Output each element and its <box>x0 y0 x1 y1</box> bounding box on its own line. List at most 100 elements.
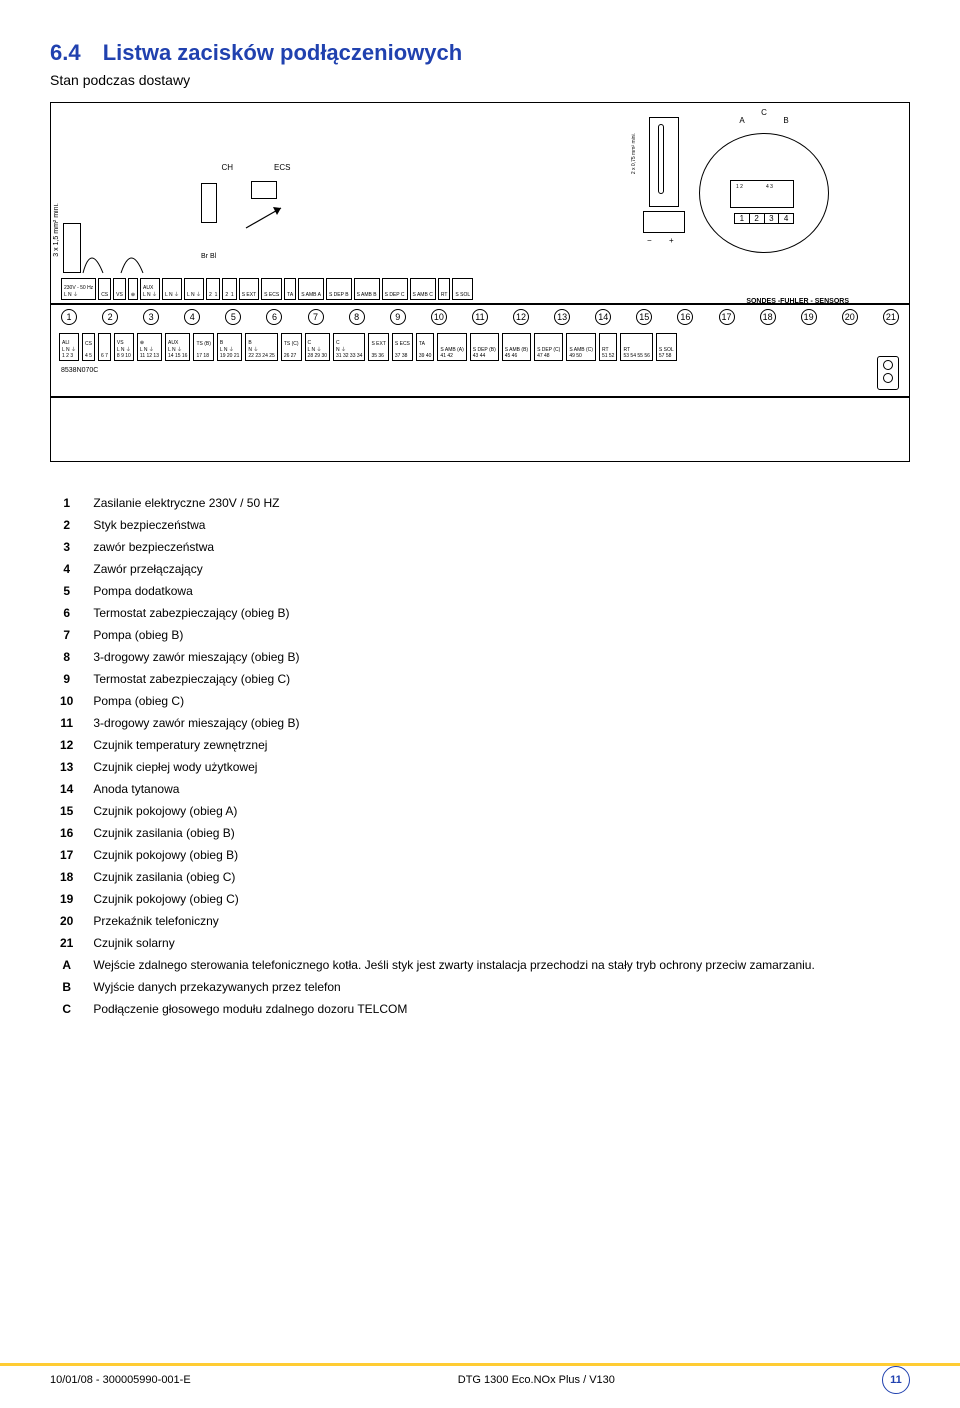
legend-row: 21Czujnik solarny <box>50 932 825 954</box>
legend-num: 20 <box>50 910 83 932</box>
legend-text: Wyjście danych przekazywanych przez tele… <box>83 976 824 998</box>
circle-3: 3 <box>143 309 159 325</box>
legend-num: 4 <box>50 558 83 580</box>
legend-num: 15 <box>50 800 83 822</box>
legend-num: 12 <box>50 734 83 756</box>
legend-num: 21 <box>50 932 83 954</box>
legend-row: 15Czujnik pokojowy (obieg A) <box>50 800 825 822</box>
lower-term-12: S EXT 35 36 <box>368 333 388 361</box>
section-number: 6.4 <box>50 40 81 65</box>
legend-num: 8 <box>50 646 83 668</box>
circle-18: 18 <box>760 309 776 325</box>
legend-row: 19Czujnik pokojowy (obieg C) <box>50 888 825 910</box>
probe-plus: + <box>669 236 674 245</box>
top-term-18: S SOL <box>452 278 473 300</box>
label-a: A <box>739 116 744 125</box>
lower-term-3: VS L N ⏚ 8 9 10 <box>114 333 134 361</box>
lower-term-5: AUX L N ⏚ 14 15 16 <box>165 333 190 361</box>
legend-num: 17 <box>50 844 83 866</box>
top-term-17: RT <box>438 278 451 300</box>
legend-num: C <box>50 998 83 1020</box>
legend-row: 6Termostat zabezpieczający (obieg B) <box>50 602 825 624</box>
lower-term-18: S DEP (C) 47 48 <box>534 333 563 361</box>
lower-term-20: RT 51 52 <box>599 333 618 361</box>
top-terminal-row: 230V - 50 Hz L N ⏚CSVS⊕AUX L N ⏚L N ⏚L N… <box>61 278 899 300</box>
lower-term-10: C L N ⏚ 28 29 30 <box>305 333 330 361</box>
top-term-1: CS <box>98 278 111 300</box>
num3: 3 <box>765 214 780 223</box>
circle-6: 6 <box>266 309 282 325</box>
legend-text: 3-drogowy zawór mieszający (obieg B) <box>83 646 824 668</box>
lower-term-7: B L N ⏚ 19 20 21 <box>217 333 242 361</box>
legend-num: 7 <box>50 624 83 646</box>
circle-12: 12 <box>513 309 529 325</box>
legend-row: 83-drogowy zawór mieszający (obieg B) <box>50 646 825 668</box>
num4: 4 <box>779 214 793 223</box>
top-term-0: 230V - 50 Hz L N ⏚ <box>61 278 96 300</box>
circle-8: 8 <box>349 309 365 325</box>
conn-dot2 <box>883 373 893 383</box>
legend-row: AWejście zdalnego sterowania telefoniczn… <box>50 954 825 976</box>
ch-label: CH <box>221 163 233 172</box>
mid-band: 123456789101112131415161718192021 ALI L … <box>51 303 909 398</box>
ch-symbol <box>201 183 217 223</box>
page-number: 11 <box>882 1366 910 1394</box>
footer-center: DTG 1300 Eco.NOx Plus / V130 <box>458 1374 615 1386</box>
circle-17: 17 <box>719 309 735 325</box>
top-term-3: ⊕ <box>128 278 138 300</box>
legend-text: Czujnik pokojowy (obieg B) <box>83 844 824 866</box>
lower-term-9: TS (C) 26 27 <box>281 333 302 361</box>
circle-7: 7 <box>308 309 324 325</box>
thermostat: C A B 1 2 4 3 1 2 3 4 <box>699 133 829 253</box>
legend-num: 11 <box>50 712 83 734</box>
top-term-15: S DEP C <box>382 278 408 300</box>
legend-num: 18 <box>50 866 83 888</box>
top-term-14: S AMB B <box>354 278 380 300</box>
legend-num: 14 <box>50 778 83 800</box>
num2: 2 <box>750 214 765 223</box>
legend-row: 13Czujnik ciepłej wody użytkowej <box>50 756 825 778</box>
arc1 <box>81 241 151 275</box>
legend-row: 5Pompa dodatkowa <box>50 580 825 602</box>
diagram-code: 8538N070C <box>61 367 98 374</box>
lower-term-13: S ECS 37 38 <box>392 333 413 361</box>
top-term-16: S AMB C <box>410 278 436 300</box>
top-term-7: 2 1 <box>206 278 220 300</box>
legend-row: 1Zasilanie elektryczne 230V / 50 HZ <box>50 492 825 514</box>
legend-text: Termostat zabezpieczający (obieg B) <box>83 602 824 624</box>
legend-row: 7Pompa (obieg B) <box>50 624 825 646</box>
circle-10: 10 <box>431 309 447 325</box>
legend-num: 6 <box>50 602 83 624</box>
legend-num: A <box>50 954 83 976</box>
legend-text: Wejście zdalnego sterowania telefoniczne… <box>83 954 824 976</box>
connector-icon <box>877 356 899 390</box>
circle-2: 2 <box>102 309 118 325</box>
legend-row: 4Zawór przełączający <box>50 558 825 580</box>
tiny-2: 4 3 <box>766 184 773 190</box>
legend-text: Czujnik pokojowy (obieg C) <box>83 888 824 910</box>
legend-text: Styk bezpieczeństwa <box>83 514 824 536</box>
legend-num: 3 <box>50 536 83 558</box>
circle-4: 4 <box>184 309 200 325</box>
legend-num: 10 <box>50 690 83 712</box>
circle-19: 19 <box>801 309 817 325</box>
legend-text: Pompa (obieg B) <box>83 624 824 646</box>
ab-labels: A B <box>720 116 808 125</box>
legend-text: 3-drogowy zawór mieszający (obieg B) <box>83 712 824 734</box>
lower-term-8: B N ⏚ 22 23 24 25 <box>245 333 277 361</box>
lower-terminal-row: ALI L N ⏚ 1 2 3CS 4 56 7VS L N ⏚ 8 9 10⊕… <box>59 333 901 361</box>
lower-term-15: S AMB (A) 41 42 <box>437 333 466 361</box>
legend-row: 10Pompa (obieg C) <box>50 690 825 712</box>
label-b: B <box>783 116 788 125</box>
probe-body <box>649 117 679 207</box>
legend-text: Czujnik ciepłej wody użytkowej <box>83 756 824 778</box>
legend-num: B <box>50 976 83 998</box>
legend-text: Czujnik zasilania (obieg C) <box>83 866 824 888</box>
tiny-1: 1 2 <box>736 184 743 190</box>
legend-row: 2Styk bezpieczeństwa <box>50 514 825 536</box>
legend-text: Anoda tytanowa <box>83 778 824 800</box>
legend-num: 5 <box>50 580 83 602</box>
power-block <box>63 223 81 273</box>
num1: 1 <box>735 214 750 223</box>
top-term-10: S ECS <box>261 278 282 300</box>
